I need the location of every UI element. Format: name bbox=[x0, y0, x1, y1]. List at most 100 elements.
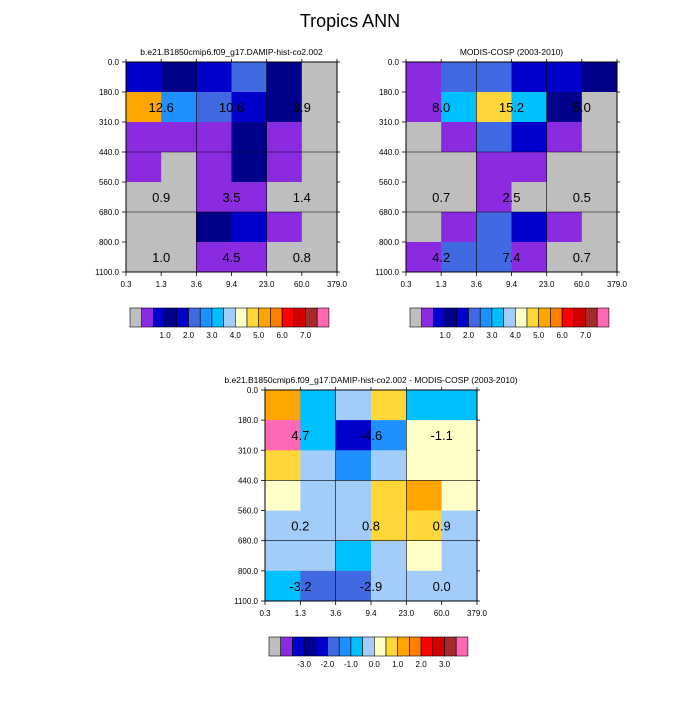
cell-value-label: 4.5 bbox=[222, 250, 240, 265]
heatmap-cell bbox=[300, 570, 337, 602]
heatmap-cell bbox=[301, 212, 338, 243]
heatmap-cell bbox=[335, 420, 372, 451]
x-tick-label: 1.3 bbox=[156, 280, 168, 289]
x-tick-label: 23.0 bbox=[539, 280, 555, 289]
heatmap-cell bbox=[196, 242, 232, 273]
heatmap-cell bbox=[441, 390, 478, 421]
heatmap-cell bbox=[581, 182, 618, 213]
cell-value-label: 0.5 bbox=[573, 190, 591, 205]
y-tick-label: 0.0 bbox=[247, 386, 259, 395]
colorbar-swatch bbox=[258, 307, 271, 328]
colorbar-swatch bbox=[444, 307, 458, 328]
heatmap-cell bbox=[335, 540, 372, 572]
colorbar-swatch bbox=[433, 307, 446, 328]
colorbar-swatch bbox=[385, 636, 398, 657]
heatmap-cell bbox=[265, 480, 301, 511]
colorbar-swatch bbox=[455, 636, 469, 657]
heatmap-cell bbox=[300, 450, 337, 481]
heatmap-cell bbox=[441, 152, 477, 183]
y-tick-label: 440.0 bbox=[99, 148, 120, 157]
heatmap-cell bbox=[476, 152, 512, 183]
cell-value-label: 0.2 bbox=[291, 519, 309, 534]
colorbar-label: 5.0 bbox=[253, 331, 265, 340]
heatmap-cell bbox=[371, 510, 407, 542]
colorbar-label: 6.0 bbox=[277, 331, 289, 340]
heatmap-cell bbox=[406, 62, 442, 93]
y-tick-label: 680.0 bbox=[99, 208, 120, 217]
heatmap-cell bbox=[126, 62, 162, 93]
cell-value-label: 0.8 bbox=[362, 519, 380, 534]
colorbar-label: 7.0 bbox=[580, 331, 592, 340]
y-tick-label: 1100.0 bbox=[95, 268, 119, 277]
colorbar-swatch bbox=[456, 307, 469, 328]
heatmap-cell bbox=[371, 420, 407, 451]
cell-value-label: -3.2 bbox=[289, 579, 311, 594]
heatmap-cell bbox=[231, 182, 268, 213]
colorbar-swatch bbox=[141, 307, 154, 328]
heatmap-cell bbox=[265, 420, 301, 451]
colorbar-swatch bbox=[246, 307, 259, 328]
x-tick-label: 1.3 bbox=[295, 609, 307, 618]
y-tick-label: 180.0 bbox=[379, 88, 400, 97]
cell-value-label: -2.9 bbox=[360, 579, 382, 594]
heatmap-cell bbox=[231, 152, 268, 183]
colorbar-swatch bbox=[223, 307, 236, 328]
colorbar-label: 3.0 bbox=[206, 331, 218, 340]
y-tick-label: 440.0 bbox=[238, 476, 259, 485]
colorbar-label: 1.0 bbox=[160, 331, 172, 340]
colorbar-label: 2.0 bbox=[416, 660, 428, 669]
heatmap-cell bbox=[546, 242, 583, 273]
y-tick-label: 310.0 bbox=[238, 446, 259, 455]
y-tick-label: 0.0 bbox=[388, 58, 400, 67]
colorbar-swatch bbox=[280, 636, 293, 657]
heatmap-cell bbox=[406, 92, 442, 123]
heatmap-cell bbox=[231, 242, 268, 273]
heatmap-cell bbox=[406, 242, 442, 273]
heatmap-cell bbox=[301, 122, 338, 153]
cell-value-label: 5.0 bbox=[573, 100, 591, 115]
y-tick-label: 0.0 bbox=[108, 58, 120, 67]
panel-model: b.e21.B1850cmip6.f09_g17.DAMIP-hist-co2.… bbox=[95, 47, 347, 340]
heatmap-cell bbox=[581, 242, 618, 273]
heatmap-cell bbox=[441, 242, 477, 273]
heatmap-cell bbox=[196, 62, 232, 93]
x-tick-label: 3.6 bbox=[191, 280, 203, 289]
heatmap-cell bbox=[301, 242, 338, 273]
panel-obs: MODIS-COSP (2003-2010) 0.3 1.3 3.6 9.4 23.0 60… bbox=[375, 47, 627, 340]
heatmap-cell bbox=[511, 62, 548, 93]
heatmap-cell bbox=[546, 152, 583, 183]
panel-diff: b.e21.B1850cmip6.f09_g17.DAMIP-hist-co2.… bbox=[224, 375, 517, 669]
heatmap-cell bbox=[406, 182, 442, 213]
colorbar-swatch bbox=[211, 307, 224, 328]
heatmap-cell bbox=[161, 152, 197, 183]
heatmap-cell bbox=[161, 182, 197, 213]
colorbar-swatch bbox=[153, 307, 166, 328]
heatmap-cell bbox=[231, 62, 268, 93]
heatmap-cell bbox=[161, 122, 197, 153]
heatmap-cell bbox=[335, 480, 372, 511]
heatmap-cell bbox=[406, 212, 442, 243]
x-tick-label: 60.0 bbox=[434, 609, 450, 618]
colorbar-swatch bbox=[188, 307, 201, 328]
colorbar-swatch bbox=[420, 636, 434, 657]
cell-value-label: -1.1 bbox=[430, 428, 452, 443]
heatmap-cell bbox=[266, 212, 303, 243]
heatmap-cell bbox=[406, 510, 443, 542]
heatmap-cell bbox=[441, 450, 478, 481]
heatmap-cell bbox=[441, 480, 478, 511]
colorbar-swatch bbox=[479, 307, 493, 328]
heatmap-cell bbox=[546, 212, 583, 243]
x-tick-label: 60.0 bbox=[294, 280, 310, 289]
y-tick-label: 560.0 bbox=[99, 178, 120, 187]
colorbar-swatch bbox=[270, 307, 283, 328]
heatmap-cell bbox=[161, 212, 197, 243]
heatmap-cell bbox=[301, 62, 338, 93]
colorbar-swatch bbox=[491, 307, 504, 328]
heatmap-cell bbox=[581, 62, 618, 93]
heatmap-cell bbox=[406, 480, 443, 511]
heatmap-cell bbox=[476, 92, 512, 123]
colorbar-swatch bbox=[281, 307, 295, 328]
heatmap-cell bbox=[300, 480, 337, 511]
heatmap-cell bbox=[266, 182, 303, 213]
